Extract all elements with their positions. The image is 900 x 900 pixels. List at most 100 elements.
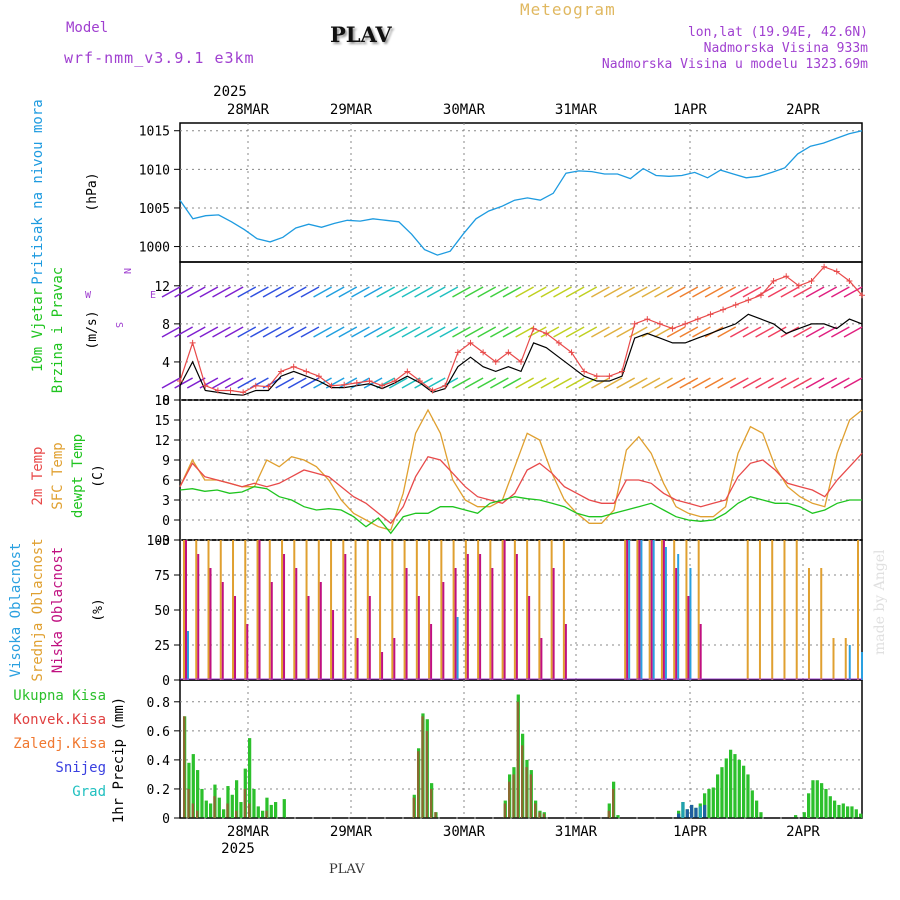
wind-barb <box>174 286 193 298</box>
wind-speed-marker <box>846 278 853 285</box>
wind-barb <box>224 286 244 298</box>
precip-total-bar <box>733 754 737 818</box>
wind-barb <box>755 377 774 389</box>
year-label-top: 2025 <box>213 84 247 100</box>
wind-speed-marker <box>391 377 398 384</box>
footer-station: PLAV <box>329 862 365 877</box>
precip-conv-bar <box>191 803 195 818</box>
wind-barb <box>287 326 307 338</box>
pressure-line <box>179 130 863 256</box>
wind-barb <box>831 286 850 298</box>
temp-ylabel2: SFC Temp <box>50 442 66 509</box>
wind-speed-marker <box>278 368 285 375</box>
precip-total-bar <box>217 797 221 818</box>
wind-speed-marker <box>416 377 423 384</box>
precip-total-bar <box>707 788 711 818</box>
precip-snow-bar <box>690 804 694 818</box>
wind-barb <box>401 286 421 298</box>
wind-barb <box>666 286 686 298</box>
wind-ylabel2: Brzina i Pravac <box>50 267 66 393</box>
wind-barb <box>363 286 383 298</box>
pressure-ylabel: Pritisak na nivou mora <box>30 99 46 284</box>
wind-speed-marker <box>505 349 512 356</box>
wind-speed-marker <box>694 316 701 323</box>
wind-barb <box>654 286 673 298</box>
wind-barb <box>717 326 737 338</box>
wind-barb <box>540 286 560 298</box>
wind-barb <box>843 326 863 338</box>
temperature-ytick-label: 12 <box>154 434 170 449</box>
precip-total-bar <box>261 810 265 818</box>
wind-barb <box>603 326 623 338</box>
precip-total-bar <box>815 780 819 818</box>
wind-barb <box>287 377 307 389</box>
wind-speed-marker <box>757 292 764 299</box>
wind-barb <box>490 326 509 338</box>
precip-conv-bar <box>516 701 520 818</box>
wind-barb <box>275 377 295 389</box>
precip-total-bar <box>729 749 733 818</box>
precip-total-bar <box>209 803 213 818</box>
wind-unit: (m/s) <box>85 310 100 349</box>
wind-barb <box>502 326 522 338</box>
temp-unit: (C) <box>91 464 106 487</box>
wind-speed-marker <box>429 387 436 394</box>
compass-s: S <box>113 322 124 328</box>
precip-legend-3: Snijeg <box>55 760 106 776</box>
wind-barb <box>704 286 724 298</box>
wind-barb <box>793 377 812 389</box>
precip-total-bar <box>846 806 850 818</box>
day-label-bottom-30MAR: 30MAR <box>443 824 486 840</box>
precip-total-bar <box>252 788 256 818</box>
wind-barb <box>338 286 358 298</box>
compass-e: E <box>150 290 156 301</box>
wind-barb <box>515 286 534 298</box>
wind-speed-marker <box>732 301 739 308</box>
wind-barb <box>742 326 762 338</box>
wind-barb <box>237 377 257 389</box>
wind-barb <box>262 326 282 338</box>
wind-speed-marker <box>202 382 209 389</box>
wind-barb <box>351 286 370 298</box>
cloud-ylabel3: Niska Oblacnost <box>50 547 66 673</box>
temperature-ytick-label: 0 <box>162 514 170 529</box>
pressure-ytick-label: 1005 <box>139 202 170 217</box>
clouds-ytick-label: 0 <box>162 674 170 689</box>
wind-speed-marker <box>619 368 626 375</box>
wind-speed-marker <box>593 373 600 380</box>
wind-barb <box>313 286 332 298</box>
wind-speed-marker <box>518 358 524 365</box>
wind-speed-marker <box>833 268 840 275</box>
wind-barb <box>414 286 433 298</box>
day-label-bottom-31MAR: 31MAR <box>555 824 598 840</box>
temperature-ytick-label: 6 <box>162 474 170 489</box>
wind-barb <box>805 286 825 298</box>
wind-speed-marker <box>606 373 613 380</box>
wind-speed-marker <box>442 382 449 389</box>
precip-conv-bar <box>607 810 611 818</box>
wind-ytick-label: 4 <box>162 356 170 371</box>
wind-barb <box>767 326 787 338</box>
wind-barb <box>641 377 661 389</box>
temperature-ytick-label: -3 <box>154 534 170 549</box>
wind-barb <box>641 326 661 338</box>
wind-barb <box>578 326 598 338</box>
precip-hail-bar <box>681 802 685 818</box>
cloud-ylabel2: Srednja Oblacnost <box>30 538 46 681</box>
wind-barb <box>275 326 295 338</box>
day-label-top-2APR: 2APR <box>786 102 820 118</box>
wind-barb <box>767 377 787 389</box>
precip-total-bar <box>794 815 798 818</box>
precip-conv-bar <box>434 812 437 818</box>
precip-conv-bar <box>412 797 416 818</box>
wind-barb <box>843 286 863 298</box>
compass-w: W <box>85 290 92 301</box>
wind-barb <box>565 377 585 389</box>
wind-barb <box>212 377 231 389</box>
wind-barb <box>616 377 636 389</box>
wind-barb <box>452 326 471 338</box>
precip-total-bar <box>859 813 863 818</box>
precipitation-ytick-label: 0.4 <box>147 754 171 769</box>
wind-speed-marker <box>707 311 714 318</box>
day-label-top-31MAR: 31MAR <box>555 102 598 118</box>
